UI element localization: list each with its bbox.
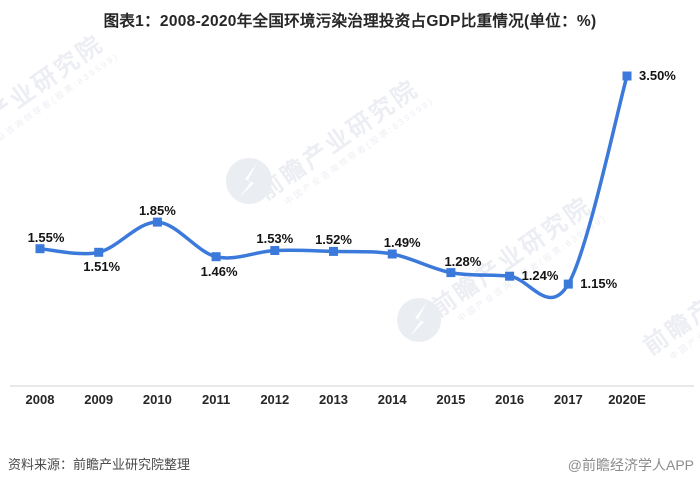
data-label: 3.50% bbox=[639, 68, 676, 83]
x-tick-label: 2012 bbox=[260, 392, 290, 407]
data-point-marker bbox=[505, 271, 515, 281]
data-label: 1.52% bbox=[315, 232, 352, 248]
x-tick-label: 2008 bbox=[25, 392, 55, 407]
data-label: 1.53% bbox=[256, 231, 294, 247]
x-tick-label: 2017 bbox=[553, 392, 583, 407]
x-tick-label: 2015 bbox=[436, 392, 466, 407]
chart-title: 图表1：2008-2020年全国环境污染治理投资占GDP比重情况(单位：%) bbox=[103, 13, 597, 30]
x-tick-label: 2016 bbox=[495, 392, 525, 407]
data-point-marker bbox=[446, 268, 456, 278]
data-point-marker bbox=[270, 246, 280, 255]
data-point-marker bbox=[211, 252, 221, 262]
data-point-marker bbox=[387, 249, 397, 259]
x-tick-label: 2011 bbox=[201, 392, 231, 407]
data-label: 1.51% bbox=[83, 259, 121, 275]
data-point-marker bbox=[563, 279, 573, 289]
series-line bbox=[38, 74, 629, 300]
x-tick-label: 2010 bbox=[142, 392, 172, 407]
data-label: 1.24% bbox=[521, 268, 559, 284]
data-label: 1.28% bbox=[444, 253, 482, 269]
x-tick-label: 2013 bbox=[319, 392, 348, 407]
data-point-marker bbox=[622, 71, 632, 81]
data-label: 1.85% bbox=[138, 203, 176, 219]
x-tick-label: 2009 bbox=[84, 392, 114, 407]
data-label: 1.46% bbox=[200, 263, 238, 279]
data-point-marker bbox=[94, 247, 104, 257]
x-tick-label: 2020E bbox=[608, 392, 646, 407]
data-point-marker bbox=[35, 244, 45, 254]
x-tick-label: 2014 bbox=[377, 392, 407, 407]
data-label: 1.15% bbox=[580, 276, 618, 292]
source-note: 资料来源：前瞻产业研究院整理 bbox=[8, 457, 191, 472]
data-label: 1.49% bbox=[383, 235, 421, 251]
data-point-marker bbox=[152, 217, 162, 227]
data-label: 1.55% bbox=[27, 229, 65, 245]
credit-note: @前瞻经济学人APP bbox=[567, 457, 694, 473]
data-point-marker bbox=[329, 246, 338, 256]
